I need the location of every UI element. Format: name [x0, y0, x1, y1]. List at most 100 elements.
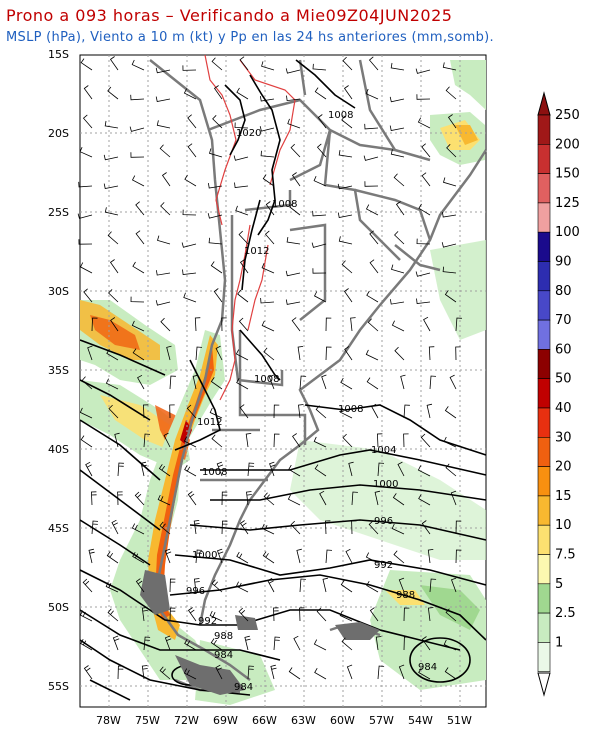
wind-barb [183, 436, 197, 448]
wind-barb [246, 491, 252, 506]
wind-barb [215, 345, 223, 361]
isobar-label: 996 [186, 586, 205, 597]
wind-barb [342, 433, 353, 448]
wind-barb [106, 551, 119, 564]
wind-barb [117, 665, 124, 680]
wind-barb [416, 94, 431, 100]
wind-barb [210, 377, 223, 390]
lat-label: 30S [48, 285, 69, 298]
wind-barb [184, 465, 197, 477]
wind-barb [193, 520, 200, 535]
lon-label: 63W [291, 714, 316, 727]
wind-barb [286, 237, 301, 245]
wind-barb [82, 578, 93, 593]
wind-barb [337, 212, 353, 218]
wind-barb [325, 317, 332, 332]
wind-barb [444, 667, 457, 680]
wind-barb [369, 607, 379, 622]
wind-barb [441, 242, 457, 248]
colorbar-label: 2.5 [555, 606, 576, 621]
wind-barb [390, 149, 405, 158]
wind-barb [265, 201, 275, 216]
wind-barb [313, 175, 327, 187]
colorbar-label: 150 [555, 167, 580, 182]
wind-barb [79, 262, 93, 274]
colorbar-cell [537, 524, 551, 555]
lat-label: 40S [48, 443, 69, 456]
wind-barb [392, 493, 405, 506]
wind-barb [159, 666, 171, 680]
wind-barb [314, 667, 327, 680]
map-subtitle: MSLP (hPa), Viento a 10 m (kt) y Pp en l… [6, 30, 494, 45]
wind-barb [415, 68, 431, 74]
wind-barb [87, 345, 93, 361]
precipitation-colorbar: 250 200 150 125 100 90 80 70 60 50 40 30 20 15 10 7.5 5 2… [537, 91, 580, 697]
colorbar-cell [537, 642, 551, 673]
wind-barb [374, 490, 381, 506]
wind-barb [367, 318, 379, 332]
wind-barb [193, 578, 200, 593]
wind-barb [239, 520, 249, 535]
isobar-label: 1008 [202, 467, 227, 478]
wind-barb [187, 114, 197, 129]
wind-barb [366, 377, 379, 390]
wind-barb [446, 144, 457, 158]
wind-barb [244, 635, 251, 651]
wind-barb [273, 607, 279, 622]
wind-barb [397, 461, 405, 477]
wind-barb [299, 578, 306, 593]
isobar-label: 1012 [244, 246, 269, 257]
wind-barb [395, 201, 405, 216]
wind-barb [394, 346, 405, 361]
wind-barb [429, 375, 437, 390]
wind-barb [83, 85, 93, 100]
wind-barb [235, 349, 249, 361]
wind-barb [107, 608, 119, 622]
wind-barb [393, 550, 405, 564]
wind-barb [79, 610, 93, 622]
wind-barb [418, 203, 431, 216]
colorbar-label: 250 [555, 108, 580, 123]
wind-barb [443, 436, 457, 448]
colorbar-label: 15 [555, 489, 572, 504]
wind-barb [135, 201, 145, 216]
wind-barb [239, 404, 249, 419]
wind-barb [83, 665, 93, 680]
wind-barb [105, 581, 119, 593]
isobar-label: 1008 [328, 110, 353, 121]
wind-barb [287, 494, 301, 506]
wind-barb [391, 320, 405, 332]
wind-barb [316, 143, 327, 158]
wind-barb [233, 155, 249, 161]
colorbar-cell [537, 349, 551, 379]
colorbar-cell [537, 319, 551, 350]
wind-barb [314, 464, 327, 477]
wind-barb [163, 432, 171, 448]
wind-barb [290, 520, 301, 535]
wind-barb [325, 549, 333, 564]
lon-label: 54W [408, 714, 433, 727]
isobar-label: 996 [374, 516, 393, 527]
wind-barb [339, 407, 353, 419]
wind-barb [403, 404, 410, 419]
colorbar-label: 1 [555, 635, 563, 650]
wind-barb [208, 183, 223, 189]
wind-barb [216, 461, 224, 477]
wind-barb [236, 551, 249, 564]
isobar-label: 1004 [371, 445, 396, 456]
colorbar-label: 60 [555, 342, 572, 357]
wind-barb [418, 494, 431, 506]
wind-barb [268, 374, 275, 390]
wind-barb [169, 404, 175, 419]
wind-barb [107, 231, 119, 245]
colorbar-label: 80 [555, 284, 572, 299]
wind-barb [156, 270, 171, 276]
wind-barb [343, 85, 353, 100]
wind-barb [319, 490, 327, 506]
wind-barb [210, 638, 223, 651]
wind-barb [187, 607, 197, 622]
wind-barb [194, 317, 201, 332]
wind-barb [429, 578, 437, 593]
wind-barb [263, 492, 275, 506]
wind-barb [322, 577, 328, 593]
